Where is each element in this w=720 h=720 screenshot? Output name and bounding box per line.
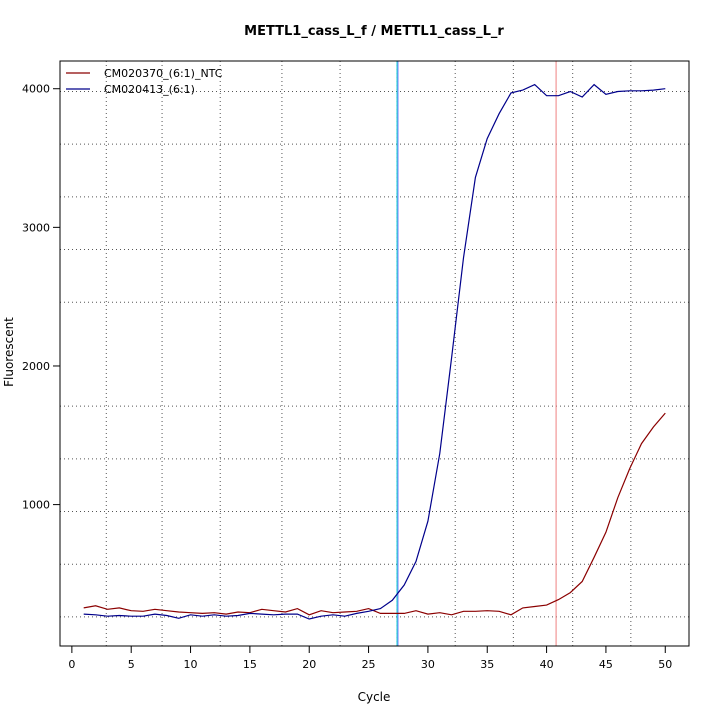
x-axis-label: Cycle [358,690,391,704]
y-tick-label: 4000 [22,83,50,96]
grid [60,61,689,646]
x-tick-label: 0 [68,658,75,671]
y-tick-label: 3000 [22,221,50,234]
x-tick-label: 5 [128,658,135,671]
y-axis-label: Fluorescent [2,317,16,387]
x-tick-label: 40 [540,658,554,671]
series-line-2 [83,83,666,620]
series-lines [83,83,666,620]
y-axis: 1000 2000 3000 4000 [22,83,61,512]
x-tick-label: 45 [599,658,613,671]
legend-label: CM020413_(6:1) [104,83,195,96]
chart-title: METTL1_cass_L_f / METTL1_cass_L_r [244,24,504,39]
legend-label: CM020370_(6:1)_NTC [104,67,223,80]
y-tick-label: 1000 [22,499,50,512]
x-tick-label: 25 [362,658,376,671]
x-tick-label: 35 [480,658,494,671]
x-axis: 0 5 10 15 20 25 30 35 40 45 50 [68,645,672,671]
x-tick-label: 50 [658,658,672,671]
x-tick-label: 20 [302,658,316,671]
x-tick-label: 10 [184,658,198,671]
threshold-lines [396,61,557,646]
y-tick-label: 2000 [22,360,50,373]
x-tick-label: 15 [243,658,257,671]
x-tick-label: 30 [421,658,435,671]
legend: CM020370_(6:1)_NTC CM020413_(6:1) [66,67,223,96]
series-line-1 [83,412,666,616]
